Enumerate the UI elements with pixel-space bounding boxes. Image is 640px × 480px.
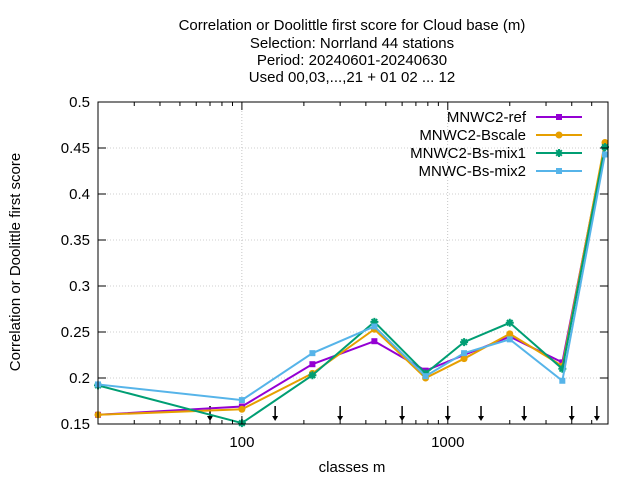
data-point — [309, 361, 316, 368]
chart-title-line-3: Period: 20240601-20240630 — [257, 52, 447, 69]
x-tick-label: 100 — [229, 434, 254, 451]
chart-title-line-4: Used 00,03,...,21 + 01 02 ... 12 — [249, 69, 455, 86]
chart-title: Correlation or Doolittle first score for… — [179, 17, 526, 86]
legend: MNWC2-refMNWC2-BscaleMNWC2-Bs-mix1MNWC-B… — [410, 109, 582, 180]
series-layer — [94, 138, 609, 428]
x-axis: 100 1000 — [133, 102, 593, 451]
class-arrow-head — [337, 416, 344, 421]
class-arrow-head — [207, 416, 214, 421]
data-point — [506, 330, 514, 338]
data-point — [559, 377, 566, 384]
data-point — [505, 318, 514, 327]
y-tick-label: 0.4 — [69, 186, 90, 203]
series-mnwc2-ref — [95, 142, 608, 418]
data-point — [309, 350, 316, 357]
class-arrow-head — [478, 416, 485, 421]
series-line — [97, 142, 606, 416]
data-point — [460, 355, 468, 363]
data-point — [238, 397, 245, 404]
grid — [98, 101, 608, 425]
x-axis-label: classes m — [319, 459, 386, 476]
data-point — [558, 364, 567, 373]
data-point — [600, 143, 609, 152]
y-tick-label: 0.15 — [61, 416, 90, 433]
data-point — [308, 371, 317, 380]
series-line — [97, 145, 606, 416]
plot-frame — [97, 101, 609, 425]
class-arrow-head — [272, 416, 279, 421]
class-arrow-head — [521, 416, 528, 421]
y-tick-label: 0.25 — [61, 324, 90, 341]
chart-title-line-2: Selection: Norrland 44 stations — [250, 35, 454, 52]
series-mnwc2-bs-mix1 — [94, 143, 609, 428]
legend-label: MNWC-Bs-mix2 — [419, 163, 526, 180]
data-point — [371, 338, 378, 345]
data-point — [422, 373, 429, 380]
series-mnwc-bs-mix2 — [95, 151, 608, 404]
data-point — [370, 317, 379, 326]
series-line — [97, 146, 606, 425]
y-axis: 0.15 0.2 0.25 0.3 0.35 0.4 0.45 0.5 — [61, 94, 608, 433]
data-point — [371, 323, 378, 330]
chart-title-line-1: Correlation or Doolittle first score for… — [179, 17, 526, 34]
data-point — [460, 338, 469, 347]
y-axis-label: Correlation or Doolittle first score — [7, 153, 24, 371]
data-point — [555, 149, 563, 157]
y-tick-label: 0.45 — [61, 140, 90, 157]
legend-label: MNWC2-Bscale — [419, 127, 526, 144]
y-tick-label: 0.5 — [69, 94, 90, 111]
class-arrow-head — [593, 416, 600, 421]
data-point — [506, 336, 513, 343]
y-tick-label: 0.2 — [69, 370, 90, 387]
legend-label: MNWC2-ref — [447, 109, 527, 126]
series-mnwc2-bscale — [94, 138, 609, 419]
x-tick-label: 1000 — [431, 434, 464, 451]
data-point — [238, 405, 246, 413]
data-point — [601, 151, 608, 158]
data-point — [556, 168, 562, 174]
data-point — [461, 350, 468, 357]
class-arrow-head — [399, 416, 406, 421]
class-arrow-head — [568, 416, 575, 421]
series-line — [97, 154, 606, 402]
bottom-arrows — [207, 406, 600, 421]
data-point — [555, 131, 563, 139]
y-tick-label: 0.3 — [69, 278, 90, 295]
data-point — [556, 114, 562, 120]
legend-label: MNWC2-Bs-mix1 — [410, 145, 526, 162]
y-tick-label: 0.35 — [61, 232, 90, 249]
